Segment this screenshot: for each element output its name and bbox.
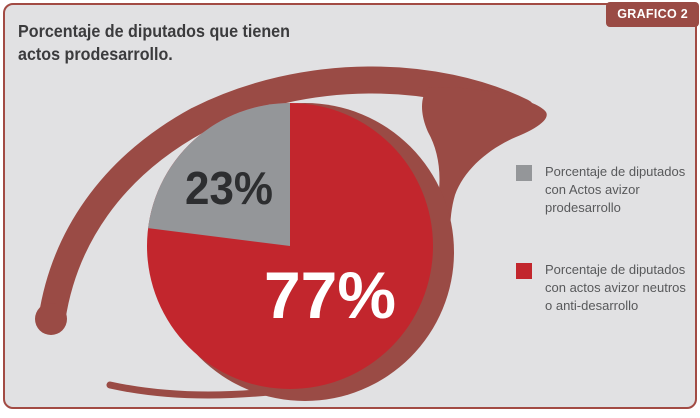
chart-number-badge: GRAFICO 2 <box>606 2 699 27</box>
upper-eyelid-stroke <box>38 66 536 332</box>
legend-label-line: con actos avizor neutros <box>545 280 686 295</box>
chart-title: Porcentaje de diputados que tienen actos… <box>18 20 290 66</box>
legend-label-line: o anti-desarrollo <box>545 298 639 313</box>
legend-item-neutros-antidesarrollo: Porcentaje de diputados con actos avizor… <box>516 261 688 315</box>
pie-slice-minority <box>148 103 290 246</box>
pie-label-majority: 77% <box>264 258 396 332</box>
lower-eyelid-stroke <box>106 381 282 399</box>
legend-label-line: Porcentaje de diputados <box>545 164 686 179</box>
legend-swatch-red <box>516 263 532 279</box>
chart-title-line1: Porcentaje de diputados que tienen <box>18 21 290 41</box>
pie-label-minority: 23% <box>185 162 273 214</box>
legend-item-prodesarrollo: Porcentaje de diputados con Actos avizor… <box>516 163 688 217</box>
eye-corner-stroke <box>422 87 547 268</box>
legend-label-line: Porcentaje de diputados <box>545 262 686 277</box>
chart-title-line2: actos prodesarrollo. <box>18 44 173 65</box>
legend: Porcentaje de diputados con Actos avizor… <box>516 163 688 315</box>
eyelid-curl-dot <box>35 303 67 335</box>
legend-label-line: prodesarrollo <box>545 200 621 215</box>
legend-swatch-gray <box>516 165 532 181</box>
legend-label-line: con Actos avizor <box>545 182 640 197</box>
